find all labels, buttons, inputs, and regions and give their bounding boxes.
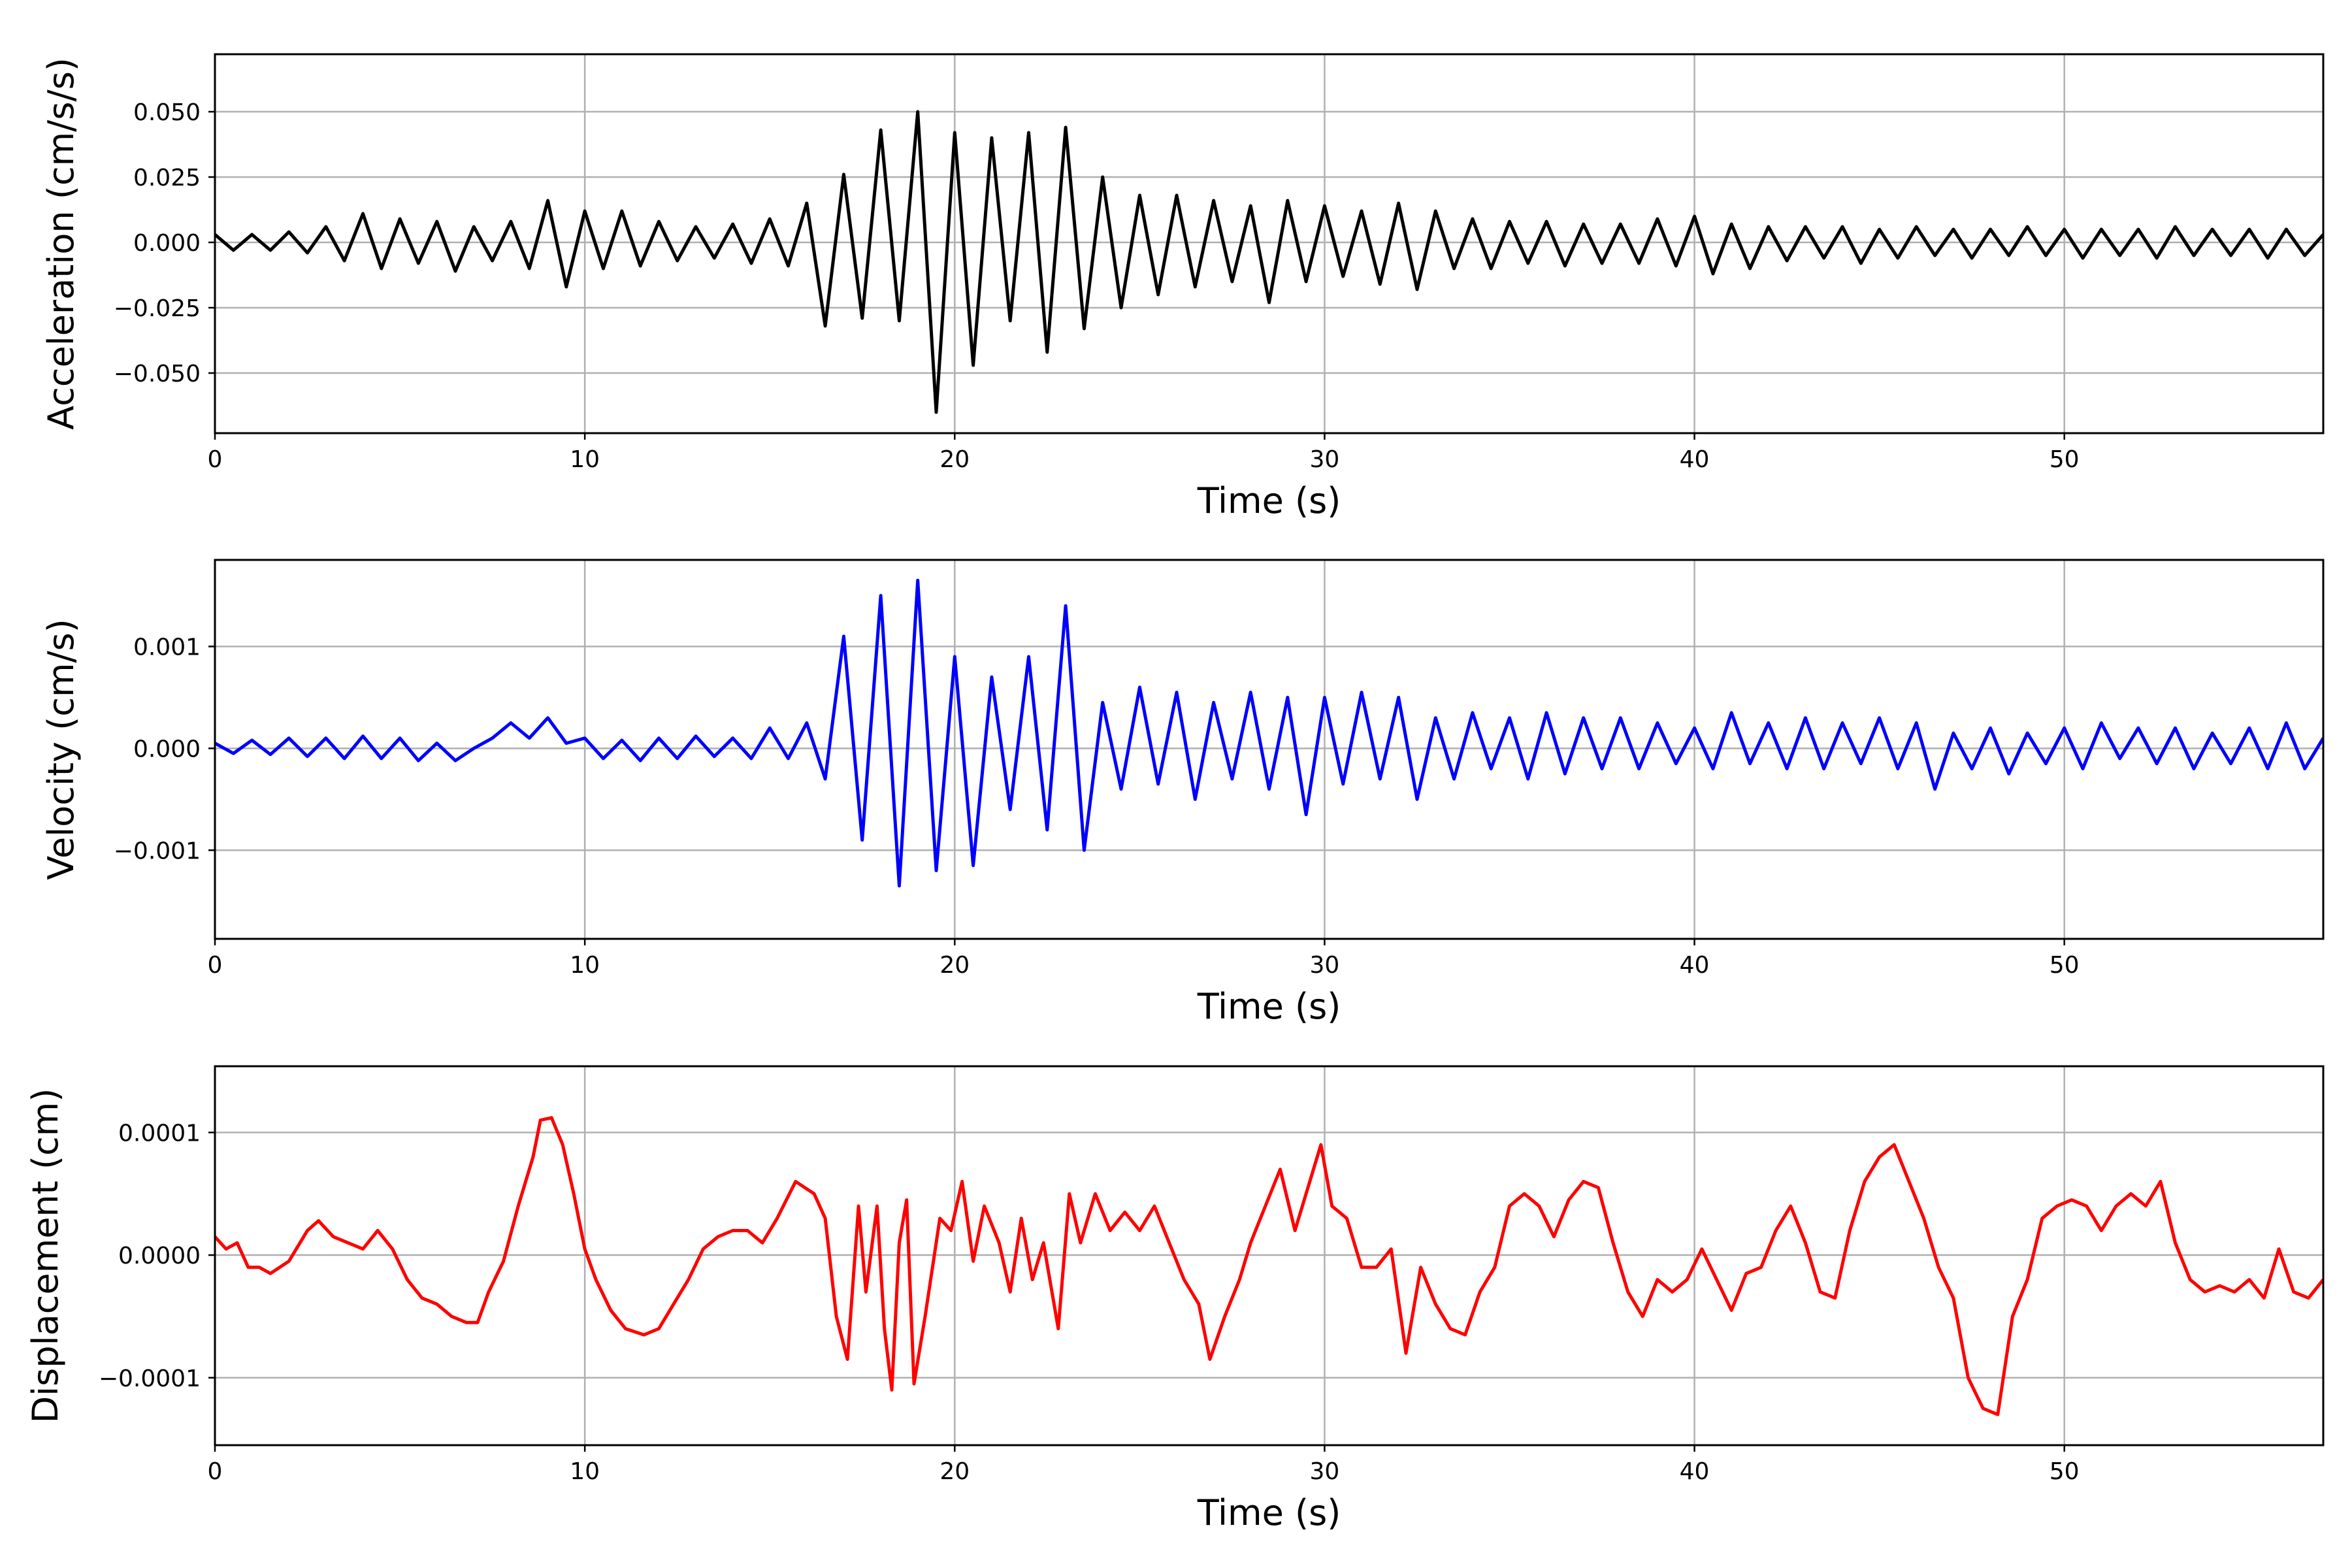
displacement-series-line: [215, 1116, 2323, 1416]
x-tick-label: 10: [570, 1458, 600, 1485]
axes-frame: [214, 53, 2325, 434]
x-tick-label: 20: [939, 952, 970, 979]
x-tick-label: 0: [208, 446, 223, 473]
y-tick-label: 0.025: [133, 165, 201, 191]
y-tick-label: −0.025: [114, 295, 201, 322]
y-tick-label: −0.050: [114, 361, 201, 387]
x-tick-label: 50: [2050, 952, 2080, 979]
y-tick-label: 0.000: [133, 230, 201, 257]
velocity-series-line: [215, 578, 2323, 888]
x-tick-label: 0: [208, 1458, 223, 1485]
velocity-subplot: 0 10 20 30 40 50 −0.001 0.000 0.001 Time (s) Veloc…: [41, 559, 2325, 1027]
x-axis-label: Time (s): [1197, 480, 1341, 521]
y-tick-label: 0.001: [133, 634, 201, 661]
x-tick-label: 10: [570, 952, 600, 979]
x-tick-label: 40: [1680, 952, 1710, 979]
displacement-subplot: 0 10 20 30 40 50 −0.0001 0.0000 0.0001 Time (s) Di…: [25, 1065, 2325, 1533]
x-tick-label: 10: [570, 446, 600, 473]
x-axis-label: Time (s): [1197, 1492, 1341, 1533]
acceleration-series-line: [215, 110, 2323, 414]
y-axis-label: Acceleration (cm/s/s): [41, 57, 82, 430]
axes-frame: [214, 559, 2325, 940]
acceleration-subplot: 0 10 20 30 40 50 −0.050 −0.025 0.000 0.025 0.050 Ti…: [41, 53, 2325, 521]
y-tick-label: 0.0001: [118, 1120, 201, 1147]
x-tick-label: 30: [1310, 1458, 1340, 1485]
x-tick-label: 30: [1310, 446, 1340, 473]
y-tick-label: 0.000: [133, 736, 201, 762]
x-tick-label: 40: [1680, 446, 1710, 473]
y-tick-label: 0.050: [133, 99, 201, 126]
x-tick-label: 50: [2050, 1458, 2080, 1485]
x-tick-label: 40: [1680, 1458, 1710, 1485]
x-tick-label: 50: [2050, 446, 2080, 473]
x-tick-label: 0: [208, 952, 223, 979]
y-tick-label: −0.001: [114, 838, 201, 864]
x-tick-label: 30: [1310, 952, 1340, 979]
y-tick-label: 0.0000: [118, 1243, 201, 1269]
x-tick-label: 20: [939, 446, 970, 473]
y-axis-label: Displacement (cm): [25, 1088, 66, 1424]
x-axis-label: Time (s): [1197, 986, 1341, 1027]
y-tick-label: −0.0001: [99, 1365, 201, 1392]
y-axis-label: Velocity (cm/s): [41, 619, 82, 880]
axes-frame: [214, 1065, 2325, 1446]
x-tick-label: 20: [939, 1458, 970, 1485]
